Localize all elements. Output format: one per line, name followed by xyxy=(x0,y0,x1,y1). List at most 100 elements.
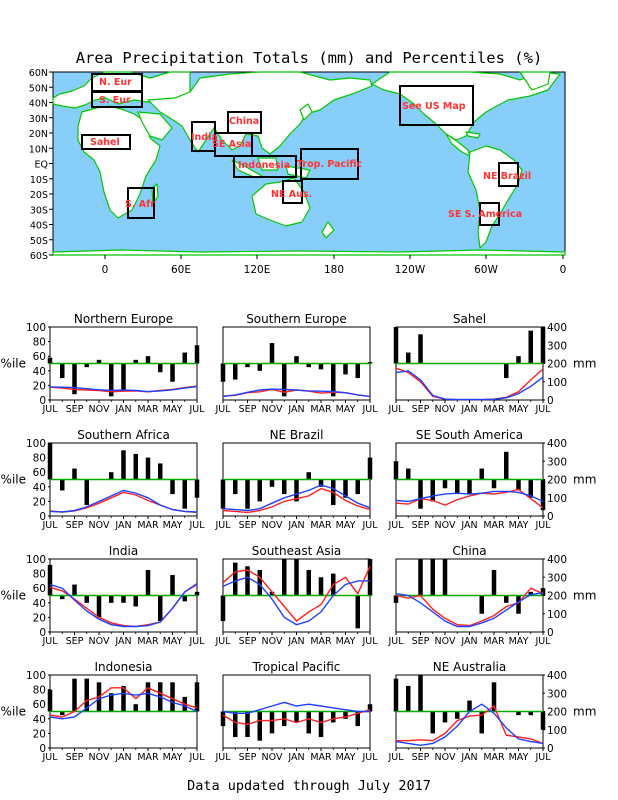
percentile-bar xyxy=(121,363,126,392)
land-japan xyxy=(299,103,313,121)
box-sahel xyxy=(81,134,131,150)
mm-tick-label: 200 xyxy=(547,707,567,719)
month-tick-label: JUL xyxy=(41,520,58,531)
percentile-bar xyxy=(182,479,187,509)
land-antarctic xyxy=(52,249,566,256)
region-label: NE Brazil xyxy=(483,171,531,182)
normal-line xyxy=(49,385,198,393)
pct-tick-label: 60 xyxy=(33,351,46,363)
month-tick-label: JAN xyxy=(460,520,477,531)
month-tick-label: SEP xyxy=(239,404,257,415)
month-tick-label: MAY xyxy=(509,404,529,415)
mm-tick-label: 200 xyxy=(547,359,567,371)
percentile-bar xyxy=(47,689,53,712)
pct-axis-label: %ile xyxy=(1,705,26,719)
pct-axis-label: %ile xyxy=(1,589,26,603)
map-lat-tick: EQ xyxy=(35,160,48,171)
percentile-bar xyxy=(367,457,373,480)
box-ne-aus xyxy=(282,180,303,204)
month-tick-label: JUL xyxy=(361,520,378,531)
percentile-bar xyxy=(491,479,497,489)
month-tick-label: NOV xyxy=(89,520,110,531)
percentile-bar xyxy=(47,564,53,596)
percentile-bar xyxy=(269,591,275,596)
normal-line xyxy=(49,583,198,628)
percentile-bar xyxy=(442,559,448,596)
percentile-bar xyxy=(282,363,287,397)
region-label: SE Asia xyxy=(212,139,251,150)
panel-title: Sahel xyxy=(453,312,486,326)
percentile-bar xyxy=(540,588,546,596)
month-tick-label: NOV xyxy=(435,404,456,415)
percentile-bar xyxy=(194,591,200,596)
map-lat-tick: 20S xyxy=(30,190,48,201)
land-caribbean xyxy=(465,131,481,139)
panel-title: NE Australia xyxy=(433,660,506,674)
percentile-bar xyxy=(233,711,238,738)
pct-tick-label: 40 xyxy=(33,482,46,494)
panel-title: Indonesia xyxy=(94,660,152,674)
region-label: N. Eur xyxy=(99,77,132,88)
month-tick-label: SEP xyxy=(239,752,257,763)
month-tick-label: JUL xyxy=(534,752,551,763)
percentile-bar xyxy=(294,711,299,723)
pct-tick-label: 100 xyxy=(26,438,46,450)
pct-tick-label: 20 xyxy=(33,728,46,740)
percentile-bar xyxy=(109,363,114,397)
map-lon-tick: 0 xyxy=(560,264,567,276)
percentile-bar xyxy=(269,479,275,487)
mm-tick-label: 100 xyxy=(547,609,567,621)
map-region-labels: N. Eur S. Eur Sahel India China SE Asia … xyxy=(90,77,531,220)
month-tick-label: MAY xyxy=(336,520,356,531)
box-us xyxy=(399,85,474,126)
map-lat-tick: 30S xyxy=(30,205,48,216)
mm-tick-label: 100 xyxy=(547,493,567,505)
mm-axis-label: mm xyxy=(573,473,596,487)
map-lat-tick: 10N xyxy=(29,144,48,155)
month-tick-label: SEP xyxy=(239,520,257,531)
percentile-bar xyxy=(158,595,163,622)
percentile-bar xyxy=(96,359,102,364)
percentile-bar xyxy=(393,327,399,364)
percentile-bar xyxy=(60,711,65,716)
pct-tick-label: 60 xyxy=(33,699,46,711)
mm-tick-label: 400 xyxy=(547,554,567,566)
month-tick-label: SEP xyxy=(66,636,84,647)
month-tick-label: JUL xyxy=(387,520,404,531)
percentile-bar xyxy=(540,479,546,511)
pct-tick-label: 100 xyxy=(26,322,46,334)
percentile-bar xyxy=(367,704,373,712)
percentile-bar xyxy=(430,559,435,596)
region-label: Trop. Pacific xyxy=(297,159,362,170)
percentile-bar xyxy=(158,463,163,480)
month-tick-label: MAR xyxy=(137,520,159,531)
pct-tick-label: 60 xyxy=(33,467,46,479)
month-tick-label: MAY xyxy=(509,636,529,647)
total-line xyxy=(395,587,544,627)
month-tick-label: SEP xyxy=(412,752,430,763)
percentile-bar xyxy=(418,675,423,712)
region-panel: NE Brazil JUL SEP NOV JAN MAR MAY JUL xyxy=(214,428,378,531)
percentile-bar xyxy=(430,479,435,502)
box-trop-pacific xyxy=(300,148,359,180)
month-tick-label: NOV xyxy=(262,404,283,415)
percentile-bar xyxy=(306,472,311,480)
percentile-bar xyxy=(467,700,472,712)
month-tick-label: SEP xyxy=(66,520,84,531)
box-s-eur xyxy=(91,91,143,108)
pct-tick-label: 0 xyxy=(39,395,46,407)
percentile-bar xyxy=(455,479,460,495)
map-region-boxes xyxy=(81,73,519,226)
percentile-bar xyxy=(194,479,200,498)
percentile-bar xyxy=(504,363,509,379)
map-lon-tick: 120E xyxy=(244,264,271,276)
land-arabia xyxy=(137,111,173,141)
percentile-bar xyxy=(343,363,348,375)
region-panel: Southern Europe JUL SEP NOV JAN MAR MAY JUL xyxy=(214,312,378,415)
box-indonesia xyxy=(233,155,297,178)
percentile-bar xyxy=(47,357,53,364)
pct-tick-label: 0 xyxy=(39,511,46,523)
